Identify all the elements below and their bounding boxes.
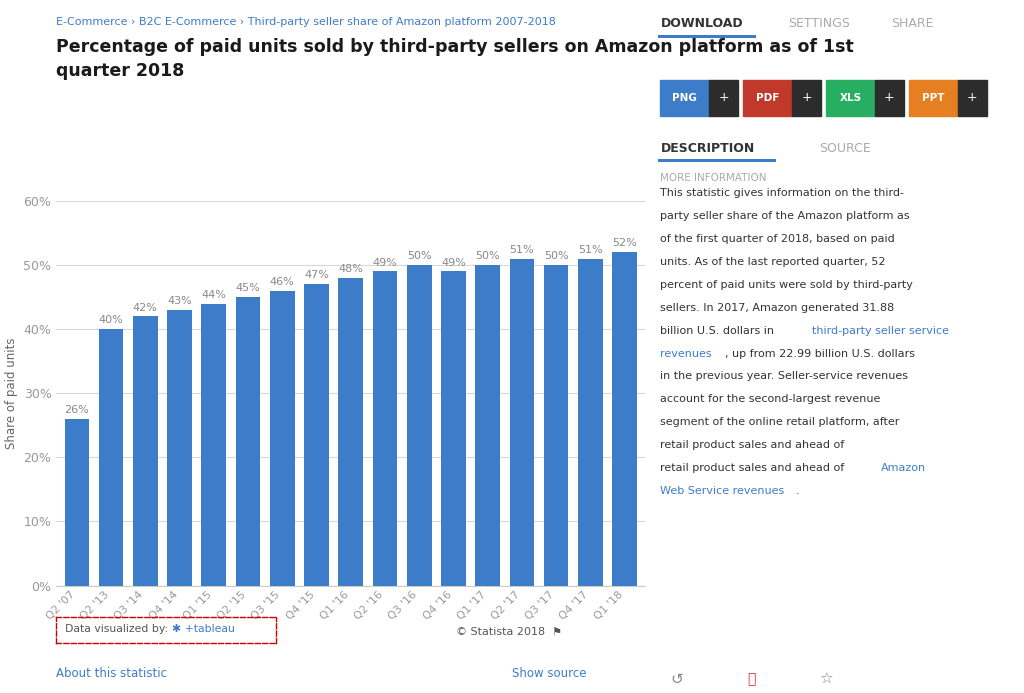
Text: 50%: 50% — [475, 252, 500, 261]
Text: party seller share of the Amazon platform as: party seller share of the Amazon platfor… — [660, 211, 910, 221]
Text: quarter 2018: quarter 2018 — [56, 62, 184, 80]
Text: 🚩: 🚩 — [748, 672, 756, 686]
Bar — [98, 329, 124, 586]
Text: of the first quarter of 2018, based on paid: of the first quarter of 2018, based on p… — [660, 234, 895, 244]
Bar — [475, 265, 500, 586]
Text: ↺: ↺ — [671, 672, 683, 687]
Text: PDF: PDF — [756, 93, 779, 103]
Text: DOWNLOAD: DOWNLOAD — [660, 17, 743, 30]
Bar — [338, 278, 364, 586]
Text: 26%: 26% — [65, 405, 89, 415]
Text: SOURCE: SOURCE — [819, 142, 871, 155]
Text: units. As of the last reported quarter, 52: units. As of the last reported quarter, … — [660, 257, 886, 267]
Bar — [373, 272, 397, 586]
Text: Amazon: Amazon — [881, 463, 926, 473]
Text: +: + — [884, 91, 895, 104]
Text: DESCRIPTION: DESCRIPTION — [660, 142, 755, 155]
Bar — [65, 419, 89, 586]
Text: 50%: 50% — [407, 252, 431, 261]
Text: retail product sales and ahead of: retail product sales and ahead of — [660, 440, 848, 450]
Text: segment of the online retail platform, after: segment of the online retail platform, a… — [660, 417, 900, 427]
Text: 43%: 43% — [167, 296, 191, 306]
Bar — [441, 272, 466, 586]
Text: 51%: 51% — [510, 245, 535, 255]
Bar — [510, 258, 535, 586]
Text: PNG: PNG — [672, 93, 697, 103]
Text: Show source: Show source — [512, 667, 587, 680]
Text: MORE INFORMATION: MORE INFORMATION — [660, 173, 767, 183]
Bar — [407, 265, 431, 586]
Text: 48%: 48% — [338, 264, 364, 274]
Bar — [544, 265, 568, 586]
Text: 52%: 52% — [612, 238, 637, 248]
Text: ✱ +tableau: ✱ +tableau — [172, 624, 234, 634]
Text: 42%: 42% — [133, 303, 158, 313]
Text: +: + — [967, 91, 978, 104]
Text: Data visualized by:: Data visualized by: — [65, 624, 168, 634]
Text: 51%: 51% — [578, 245, 603, 255]
Bar — [304, 284, 329, 586]
Bar — [578, 258, 603, 586]
Text: retail product sales and ahead of: retail product sales and ahead of — [660, 463, 848, 473]
Bar — [612, 252, 637, 586]
Text: billion U.S. dollars in: billion U.S. dollars in — [660, 326, 778, 335]
Text: +: + — [801, 91, 812, 104]
Text: +: + — [718, 91, 729, 104]
Text: About this statistic: About this statistic — [56, 667, 167, 680]
Y-axis label: Share of paid units: Share of paid units — [5, 337, 17, 449]
Bar — [270, 291, 295, 586]
Text: 45%: 45% — [236, 283, 260, 293]
Text: 46%: 46% — [270, 277, 295, 287]
Text: percent of paid units were sold by third-party: percent of paid units were sold by third… — [660, 280, 913, 290]
Text: 49%: 49% — [373, 258, 397, 267]
Text: 49%: 49% — [441, 258, 466, 267]
Text: © Statista 2018  ⚑: © Statista 2018 ⚑ — [456, 626, 562, 636]
Text: in the previous year. Seller-service revenues: in the previous year. Seller-service rev… — [660, 371, 908, 381]
Text: This statistic gives information on the third-: This statistic gives information on the … — [660, 188, 904, 198]
Text: , up from 22.99 billion U.S. dollars: , up from 22.99 billion U.S. dollars — [725, 349, 915, 358]
Text: 40%: 40% — [98, 315, 124, 325]
Text: sellers. In 2017, Amazon generated 31.88: sellers. In 2017, Amazon generated 31.88 — [660, 303, 895, 313]
Text: account for the second-largest revenue: account for the second-largest revenue — [660, 394, 881, 404]
Text: revenues: revenues — [660, 349, 712, 358]
Text: SETTINGS: SETTINGS — [788, 17, 850, 30]
Text: 44%: 44% — [202, 290, 226, 299]
Text: .: . — [796, 486, 800, 495]
Text: 50%: 50% — [544, 252, 568, 261]
Text: PPT: PPT — [923, 93, 945, 103]
Bar — [167, 310, 191, 586]
Text: 47%: 47% — [304, 270, 329, 281]
Text: third-party seller service: third-party seller service — [812, 326, 949, 335]
Text: E-Commerce › B2C E-Commerce › Third-party seller share of Amazon platform 2007-2: E-Commerce › B2C E-Commerce › Third-part… — [56, 17, 556, 27]
Bar — [236, 297, 260, 586]
Text: ☆: ☆ — [819, 672, 833, 687]
Bar — [202, 304, 226, 586]
Bar — [133, 316, 158, 586]
Text: Percentage of paid units sold by third-party sellers on Amazon platform as of 1s: Percentage of paid units sold by third-p… — [56, 38, 854, 56]
Text: SHARE: SHARE — [891, 17, 934, 30]
Text: Web Service revenues: Web Service revenues — [660, 486, 784, 495]
Text: XLS: XLS — [840, 93, 861, 103]
